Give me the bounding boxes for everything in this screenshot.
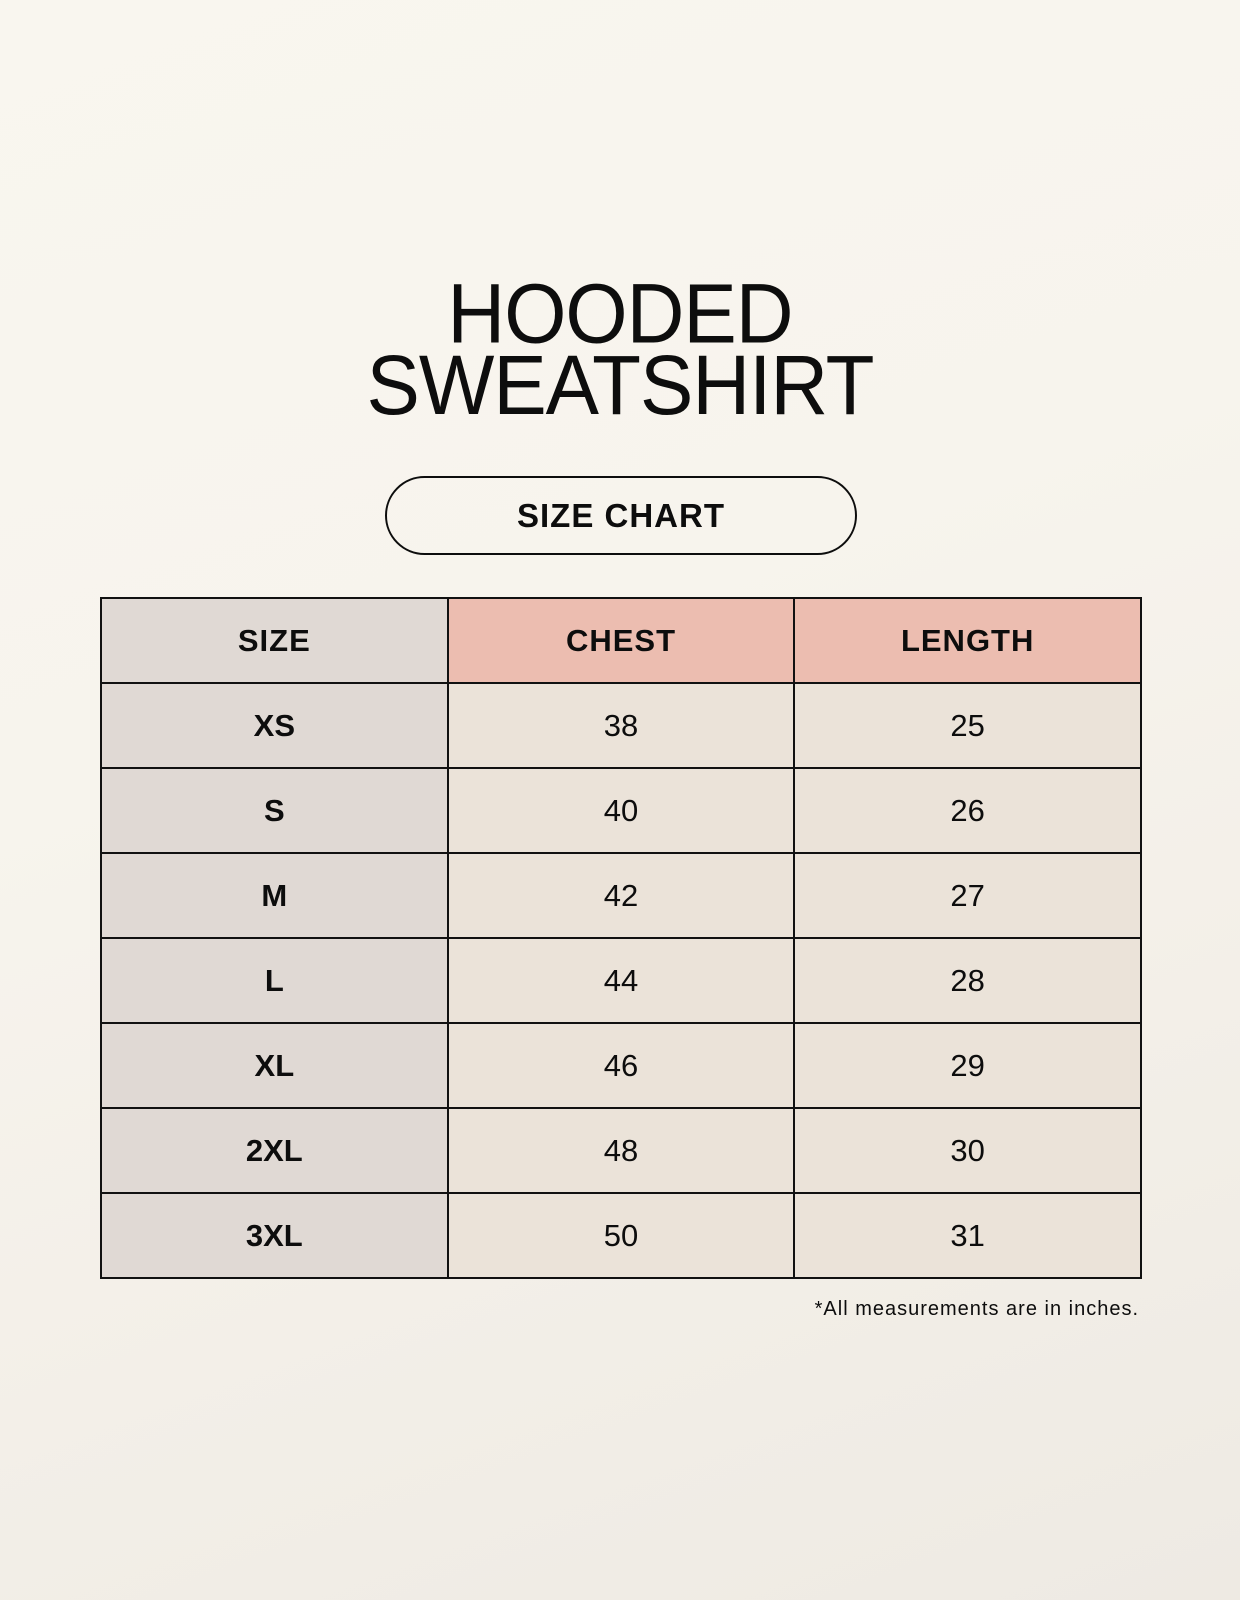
table-row: S 40 26	[100, 767, 1142, 854]
cell-chest: 48	[446, 1107, 796, 1194]
cell-length: 26	[793, 767, 1142, 854]
cell-length: 29	[793, 1022, 1142, 1109]
footnote: *All measurements are in inches.	[814, 1298, 1139, 1320]
table-row: M 42 27	[100, 852, 1142, 939]
page-title: HOODED SWEATSHIRT	[0, 267, 1240, 432]
cell-chest: 40	[446, 767, 796, 854]
header-size: SIZE	[100, 597, 449, 684]
table-row: 3XL 50 31	[100, 1192, 1142, 1279]
cell-size: XS	[100, 682, 449, 769]
cell-length: 25	[793, 682, 1142, 769]
table-row: 2XL 48 30	[100, 1107, 1142, 1194]
title-line-2: SWEATSHIRT	[366, 338, 874, 432]
cell-chest: 46	[446, 1022, 796, 1109]
table-row: XL 46 29	[100, 1022, 1142, 1109]
cell-size: L	[100, 937, 449, 1024]
table-row: L 44 28	[100, 937, 1142, 1024]
cell-length: 31	[793, 1192, 1142, 1279]
cell-length: 28	[793, 937, 1142, 1024]
cell-chest: 50	[446, 1192, 796, 1279]
cell-size: XL	[100, 1022, 449, 1109]
cell-size: 2XL	[100, 1107, 449, 1194]
size-table: SIZE CHEST LENGTH XS 38 25 S 40 26 M 42 27 L 44 28 X…	[100, 597, 1142, 1279]
cell-chest: 44	[446, 937, 796, 1024]
table-row: XS 38 25	[100, 682, 1142, 769]
cell-size: M	[100, 852, 449, 939]
cell-chest: 38	[446, 682, 796, 769]
table-header-row: SIZE CHEST LENGTH	[100, 597, 1142, 684]
cell-length: 30	[793, 1107, 1142, 1194]
cell-size: S	[100, 767, 449, 854]
title-line-1: HOODED	[447, 267, 793, 361]
cell-size: 3XL	[100, 1192, 449, 1279]
header-length: LENGTH	[793, 597, 1142, 684]
size-chart-badge: SIZE CHART	[385, 476, 857, 555]
cell-length: 27	[793, 852, 1142, 939]
header-chest: CHEST	[446, 597, 796, 684]
cell-chest: 42	[446, 852, 796, 939]
